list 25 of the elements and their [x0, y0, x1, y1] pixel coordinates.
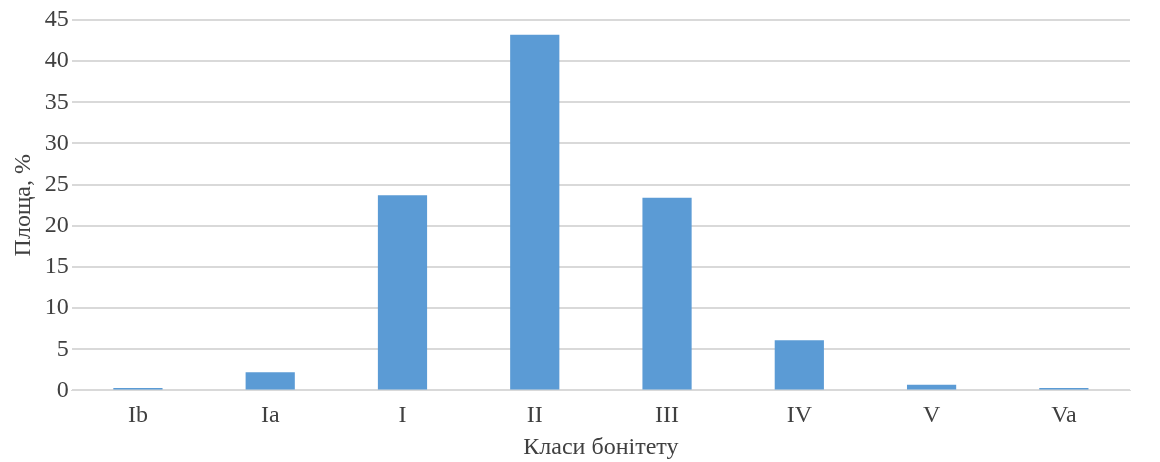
y-tick-label: 0 [56, 375, 69, 402]
x-tick-label: IV [786, 401, 813, 428]
bar [245, 372, 295, 390]
y-axis-title: Площа, % [8, 153, 35, 257]
y-tick-label: 5 [56, 334, 69, 361]
bar [642, 197, 692, 390]
x-tick-label: Ib [127, 401, 148, 428]
x-tick-label: Ia [260, 401, 280, 428]
x-tick-label: V [922, 401, 941, 428]
x-tick-label: III [655, 401, 680, 428]
y-tick-label: 10 [44, 293, 69, 320]
bar [774, 340, 824, 390]
bar [510, 34, 560, 390]
y-tick-label: 25 [44, 169, 69, 196]
y-tick-label: 15 [44, 252, 69, 279]
bar [377, 195, 428, 390]
y-tick-label: 30 [44, 128, 69, 155]
y-tick-label: 35 [44, 87, 69, 114]
x-tick-label: II [526, 401, 543, 428]
y-tick-label: 20 [44, 211, 69, 238]
y-tick-label: 40 [44, 46, 69, 73]
x-tick-label: I [398, 401, 407, 428]
y-tick-label: 45 [44, 5, 69, 32]
x-axis-title: Класи бонітету [523, 432, 679, 459]
x-tick-label: Va [1051, 401, 1077, 428]
